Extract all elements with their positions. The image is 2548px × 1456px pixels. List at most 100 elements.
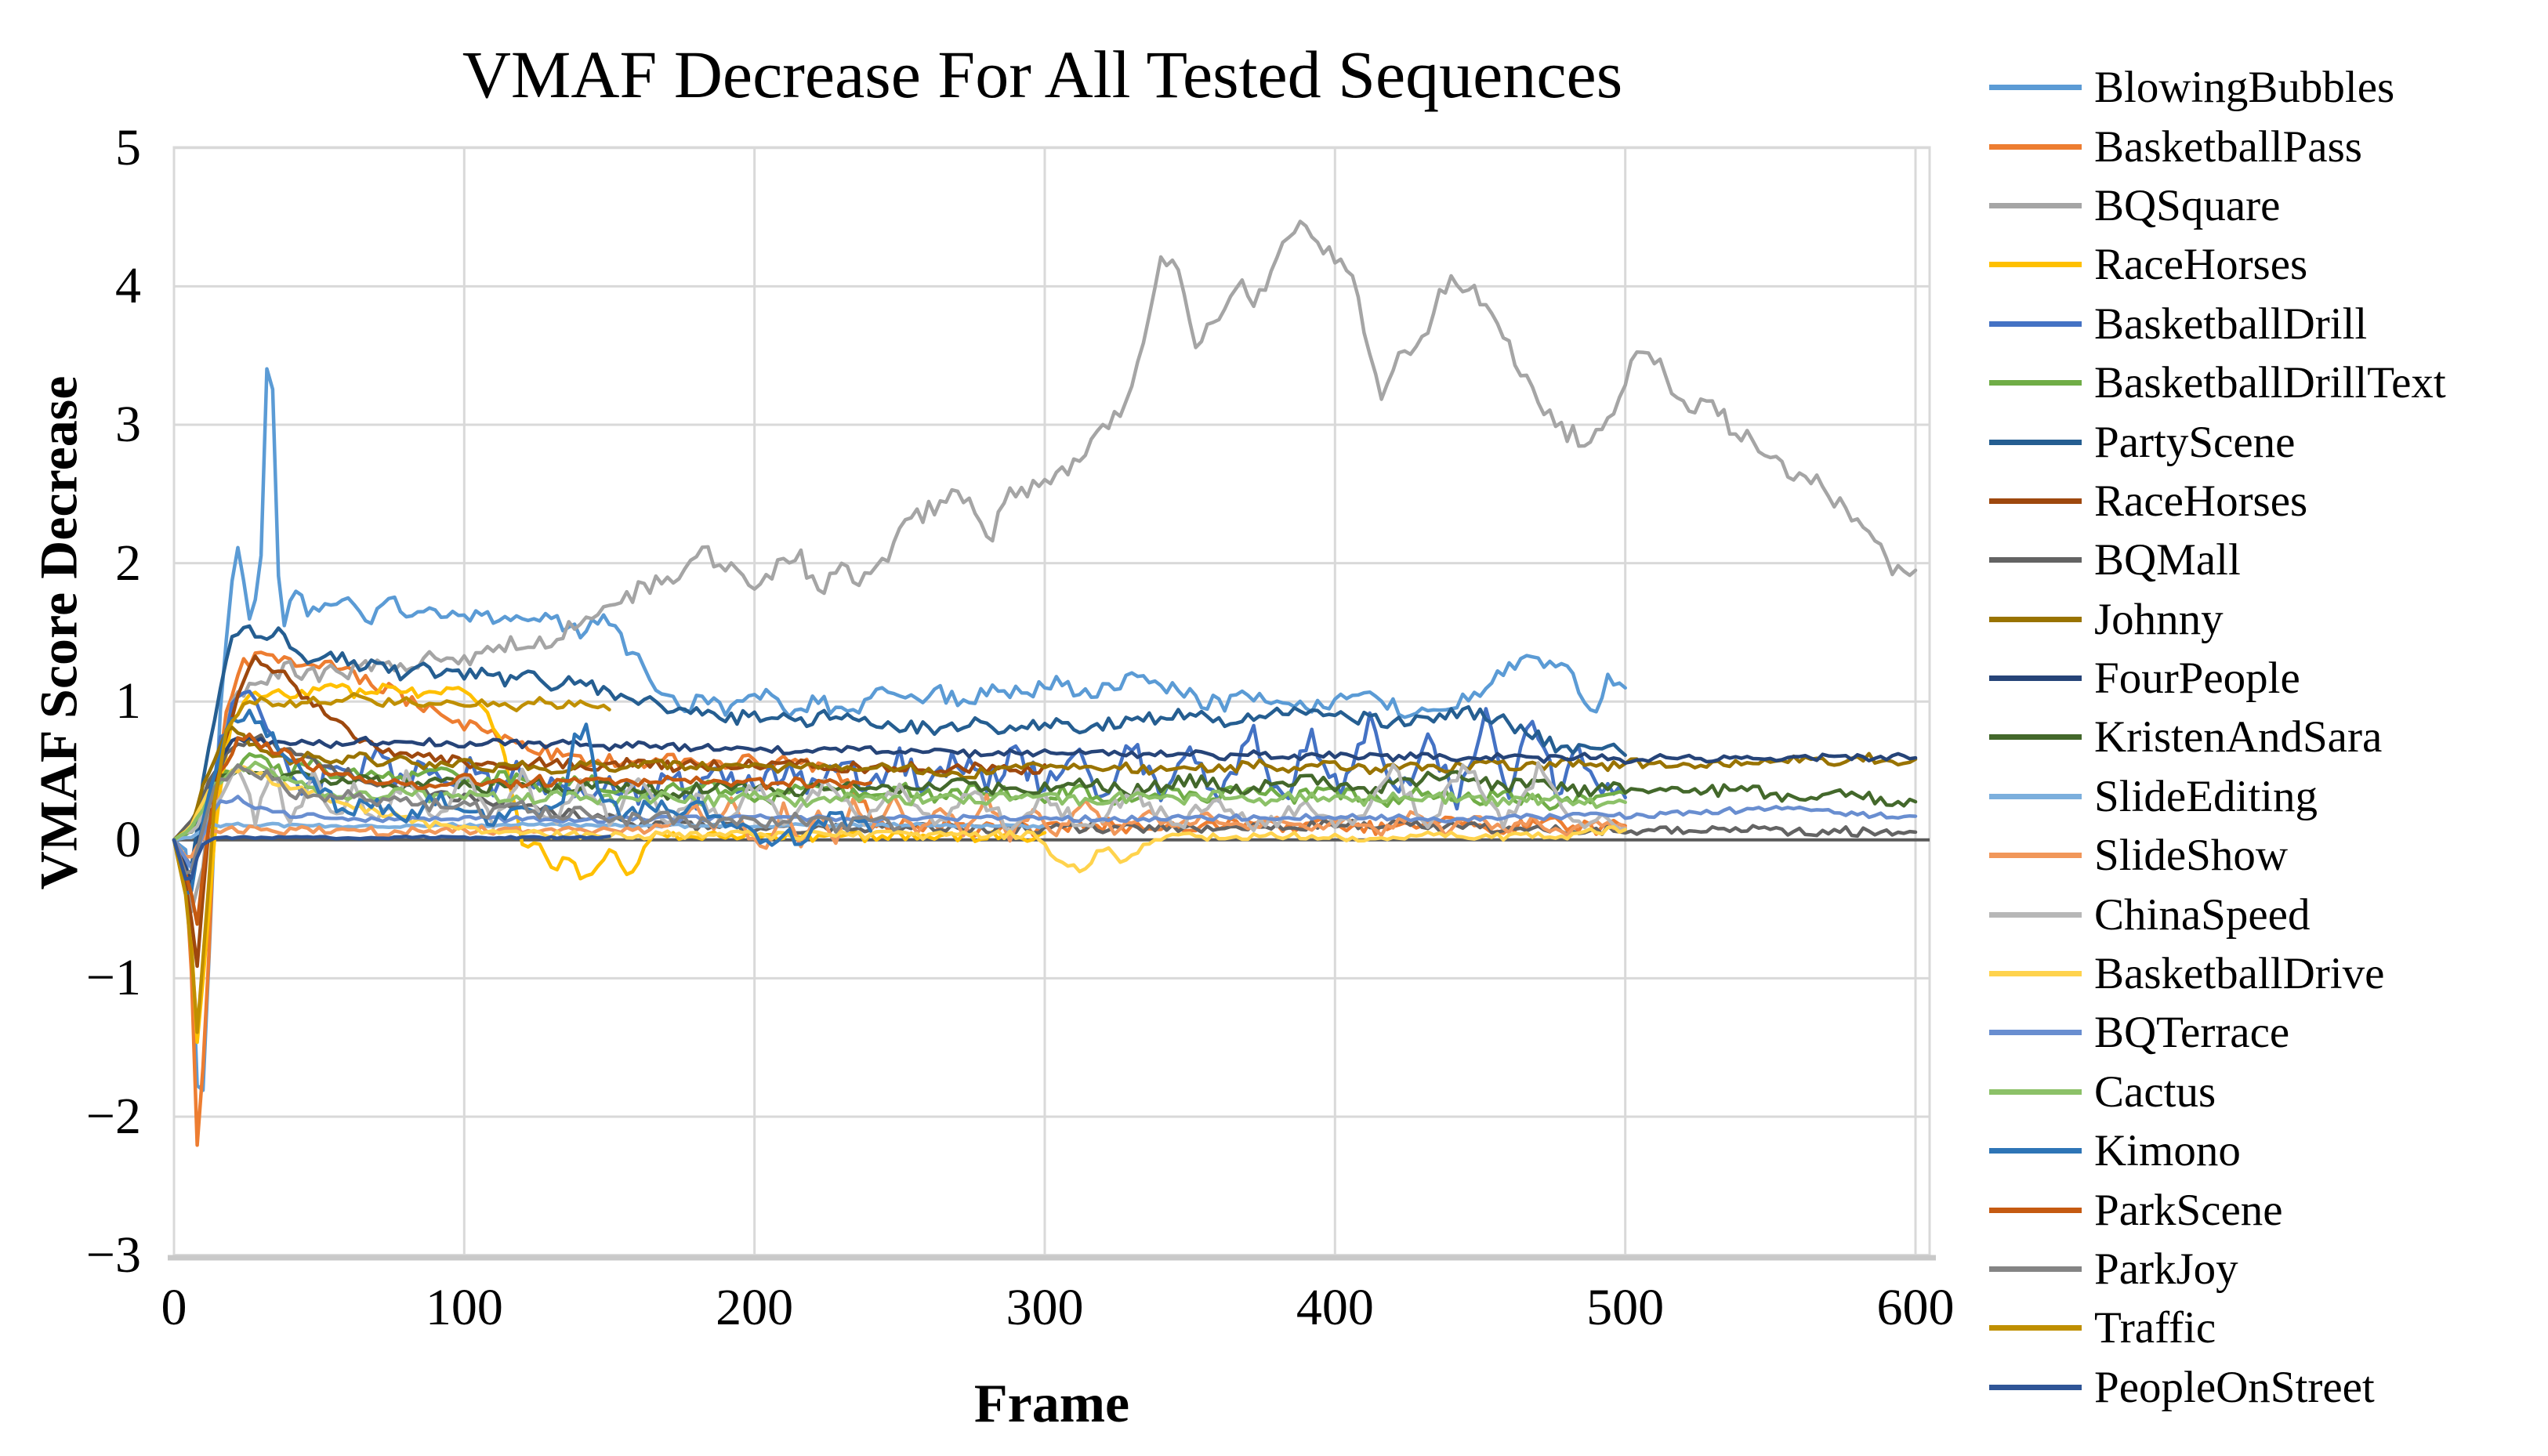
y-tick-label: −3 <box>85 1226 141 1284</box>
legend-item-label: SlideEditing <box>2094 771 2318 821</box>
series-line-racehorses <box>172 683 1047 1045</box>
legend-item-label: KristenAndSara <box>2094 712 2383 762</box>
legend-item-label: ParkJoy <box>2094 1244 2238 1294</box>
series-line-blowingbubbles <box>172 367 1627 1092</box>
legend-item-label: ChinaSpeed <box>2094 889 2311 940</box>
legend-item-label: FourPeople <box>2094 654 2300 704</box>
x-tick-label: 0 <box>161 1279 187 1336</box>
legend-item-label: PeopleOnStreet <box>2094 1362 2375 1412</box>
y-tick-label: 4 <box>115 257 141 315</box>
y-tick-label: 3 <box>115 396 141 453</box>
legend-item: KristenAndSara <box>1989 708 2548 766</box>
legend-item: BasketballDrillText <box>1989 353 2548 412</box>
series-line-peopleonstreet <box>172 834 611 881</box>
legend-item: FourPeople <box>1989 649 2548 708</box>
legend-item: Kimono <box>1989 1121 2548 1180</box>
series-line-parkscene <box>172 732 873 926</box>
legend-item: BQTerrace <box>1989 1003 2548 1062</box>
legend-item: RaceHorses <box>1989 235 2548 294</box>
legend-item-label: BQTerrace <box>2094 1008 2290 1058</box>
legend-item: RaceHorses <box>1989 472 2548 531</box>
x-tick-label: 300 <box>1006 1279 1084 1336</box>
legend-swatch-line-icon <box>1989 498 2082 504</box>
series-line-cactus <box>172 760 1627 842</box>
series-line-partyscene <box>172 624 1627 869</box>
legend-item: ParkScene <box>1989 1180 2548 1239</box>
series-line-kristenandsara <box>172 765 1918 842</box>
legend-item-label: BasketballPass <box>2094 121 2362 172</box>
legend-item: BQMall <box>1989 531 2548 589</box>
series-line-bqterrace <box>172 795 1918 870</box>
legend-item-label: BQSquare <box>2094 180 2281 230</box>
x-tick-label: 600 <box>1876 1279 1955 1336</box>
series-line-basketballdrive <box>172 765 1627 874</box>
legend-item-label: BlowingBubbles <box>2094 63 2395 113</box>
legend-swatch-line-icon <box>1989 380 2082 386</box>
y-tick-label: −1 <box>85 949 141 1007</box>
legend-swatch-line-icon <box>1989 793 2082 799</box>
legend-swatch-line-icon <box>1989 675 2082 682</box>
legend-item: Cactus <box>1989 1063 2548 1121</box>
series-line-slideshow <box>172 793 1627 859</box>
legend-swatch-line-icon <box>1989 853 2082 859</box>
legend-swatch-line-icon <box>1989 1384 2082 1390</box>
x-axis-title: Frame <box>973 1374 1130 1434</box>
legend-item-label: RaceHorses <box>2094 240 2308 290</box>
legend-swatch-line-icon <box>1989 1266 2082 1272</box>
x-tick-label: 200 <box>716 1279 794 1336</box>
legend-swatch-line-icon <box>1989 1207 2082 1213</box>
legend-swatch-line-icon <box>1989 202 2082 208</box>
legend-item: BasketballPass <box>1989 117 2548 176</box>
series-line-kimono <box>172 708 873 896</box>
series-line-bqsquare <box>172 219 1918 914</box>
legend-item-label: ParkScene <box>2094 1185 2283 1235</box>
legend-item: PeopleOnStreet <box>1989 1358 2548 1417</box>
legend-item-label: BasketballDrillText <box>2094 358 2446 408</box>
legend: BlowingBubbles BasketballPass BQSquare Race… <box>1989 58 2548 1417</box>
legend-item-label: Cactus <box>2094 1067 2216 1117</box>
legend-swatch-line-icon <box>1989 439 2082 445</box>
y-tick-label: −2 <box>85 1088 141 1145</box>
legend-item-label: PartyScene <box>2094 417 2296 467</box>
legend-swatch-line-icon <box>1989 971 2082 977</box>
series-line-fourpeople <box>172 734 1918 884</box>
legend-item-label: SlideShow <box>2094 831 2289 881</box>
legend-swatch-line-icon <box>1989 85 2082 91</box>
legend-item: BQSquare <box>1989 176 2548 235</box>
series-line-traffic <box>172 692 611 1034</box>
legend-swatch-line-icon <box>1989 734 2082 741</box>
legend-item: ParkJoy <box>1989 1240 2548 1298</box>
legend-swatch-line-icon <box>1989 143 2082 150</box>
y-tick-label: 0 <box>115 810 141 868</box>
legend-item: SlideShow <box>1989 826 2548 885</box>
y-tick-label: 5 <box>115 118 141 176</box>
legend-swatch-line-icon <box>1989 321 2082 327</box>
legend-item-label: BasketballDrive <box>2094 949 2385 999</box>
legend-swatch-line-icon <box>1989 1325 2082 1331</box>
legend-item-label: Johnny <box>2094 594 2224 644</box>
legend-item: SlideEditing <box>1989 767 2548 826</box>
legend-item: ChinaSpeed <box>1989 885 2548 944</box>
x-tick-label: 400 <box>1296 1279 1374 1336</box>
legend-item-label: RaceHorses <box>2094 476 2308 526</box>
legend-item: BasketballDrive <box>1989 944 2548 1003</box>
y-tick-label: 2 <box>115 534 141 592</box>
x-tick-label: 100 <box>425 1279 503 1336</box>
legend-item-label: Traffic <box>2094 1303 2216 1353</box>
legend-swatch-line-icon <box>1989 1030 2082 1036</box>
legend-swatch-line-icon <box>1989 557 2082 563</box>
legend-swatch-line-icon <box>1989 616 2082 622</box>
legend-item: BasketballDrill <box>1989 295 2548 353</box>
legend-item: PartyScene <box>1989 412 2548 471</box>
series-line-basketballdrill <box>172 690 1627 886</box>
legend-item-label: BasketballDrill <box>2094 299 2368 349</box>
legend-item-label: Kimono <box>2094 1126 2241 1176</box>
legend-swatch-line-icon <box>1989 1148 2082 1154</box>
y-tick-label: 1 <box>115 672 141 730</box>
legend-item-label: BQMall <box>2094 535 2241 585</box>
legend-swatch-line-icon <box>1989 1088 2082 1095</box>
legend-item: Johnny <box>1989 590 2548 649</box>
chart-title: VMAF Decrease For All Tested Sequences <box>462 37 1623 112</box>
x-tick-label: 500 <box>1586 1279 1665 1336</box>
